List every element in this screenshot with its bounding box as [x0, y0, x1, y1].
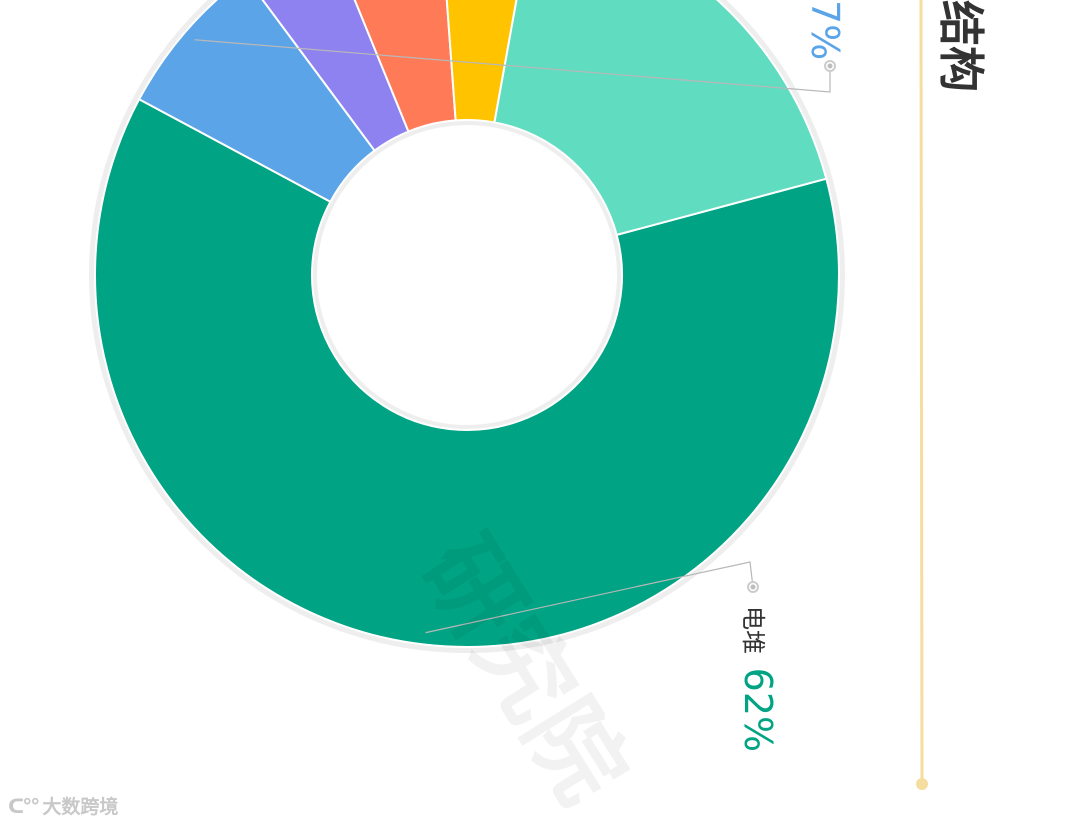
- chart-title: 结构: [934, 0, 988, 92]
- watermark-logo-text: 大数跨境: [42, 796, 119, 818]
- leader-line-0: [425, 561, 754, 634]
- donut: [89, 0, 845, 653]
- slice-label-name-0: 电堆: [739, 606, 767, 662]
- slice-label-value-1: 7%: [803, 0, 847, 60]
- slice-label-0: 电堆 62%: [736, 606, 780, 752]
- timeline-line: [919, 0, 924, 785]
- slice-label-1: 7%: [803, 0, 847, 60]
- donut-slice-1: [137, 0, 376, 204]
- donut-slice-5: [493, 0, 828, 237]
- leader-dot-center-1: [827, 63, 833, 69]
- logo-icon: ᑕ°°: [8, 793, 40, 818]
- slice-label-value-0: 62%: [736, 668, 780, 752]
- donut-slice-0: [94, 97, 840, 648]
- donut-slice-2: [261, 0, 410, 152]
- timeline-end-dot: [916, 778, 928, 790]
- watermark-logo: ᑕ°° 大数跨境: [8, 792, 118, 819]
- leader-dot-center-0: [750, 584, 756, 590]
- slice-labels: 电堆 62% 7%: [194, 0, 847, 752]
- leader-line-1: [194, 39, 831, 93]
- donut-slice-3: [353, 0, 457, 133]
